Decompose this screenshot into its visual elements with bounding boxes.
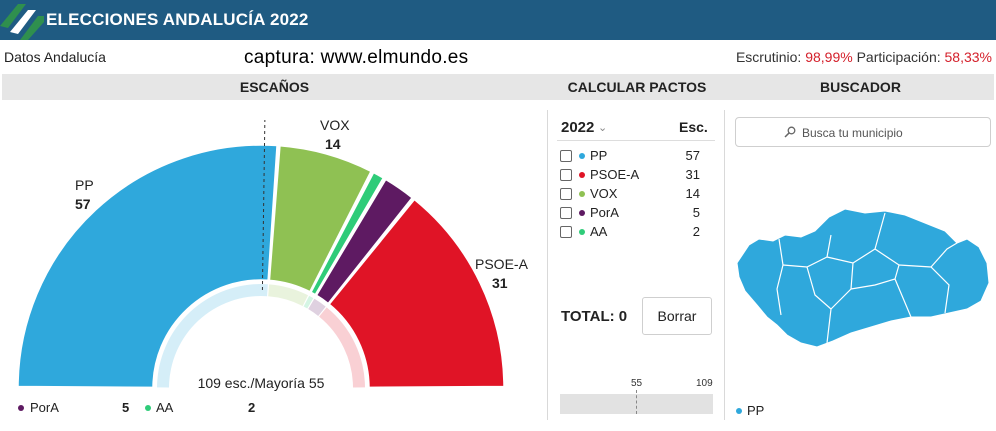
party-color-dot <box>579 210 585 216</box>
scale-majority-label: 55 <box>631 378 643 389</box>
majority-label: 109 esc./Mayoría 55 <box>197 375 325 391</box>
seat-ring-psoe-a <box>319 307 365 388</box>
column-divider <box>724 110 725 420</box>
pact-party-name: VOX <box>590 186 618 201</box>
andalucia-map[interactable] <box>735 205 991 355</box>
pact-checkbox[interactable] <box>560 188 572 200</box>
year-select[interactable]: 2022 <box>561 119 595 136</box>
seat-ring-pp <box>157 284 268 388</box>
pact-checkbox[interactable] <box>560 207 572 219</box>
search-icon <box>784 126 796 138</box>
pact-total: TOTAL: 0 <box>561 308 628 325</box>
pact-checkbox[interactable] <box>560 169 572 181</box>
municipality-search-input[interactable]: Busca tu municipio <box>735 117 991 147</box>
label-vox-seats: 14 <box>325 136 341 152</box>
clear-button[interactable]: Borrar <box>642 297 712 335</box>
party-color-dot <box>579 191 585 197</box>
majority-marker <box>636 390 637 414</box>
seats-hemicycle-chart <box>17 120 505 389</box>
pact-party-seats: 2 <box>692 224 700 239</box>
pact-party-seats: 57 <box>685 148 700 163</box>
pact-party-seats: 14 <box>685 186 700 201</box>
capture-watermark: captura: www.elmundo.es <box>244 47 469 68</box>
pact-row-aa[interactable]: AA 2 <box>560 223 710 241</box>
seat-slice-pora <box>315 178 414 305</box>
province-borders <box>776 212 958 344</box>
seat-slice-aa <box>310 171 385 296</box>
seat-slice-pp <box>17 144 278 389</box>
label-pp-seats: 57 <box>75 196 91 212</box>
seat-ring-aa <box>303 295 314 309</box>
chevron-down-icon[interactable]: ⌄ <box>598 122 608 134</box>
section-pacts-header: CALCULAR PACTOS <box>547 74 727 100</box>
scale-total-label: 109 <box>696 378 713 389</box>
andalucia-logo-icon <box>0 4 44 40</box>
pact-party-seats: 31 <box>685 167 700 182</box>
pact-party-name: PorA <box>590 205 619 220</box>
seat-ring-pora <box>308 298 326 316</box>
legend-aa-dot <box>145 405 151 411</box>
column-divider <box>547 110 548 420</box>
minor-parties-legend: PorA 5 AA 2 <box>18 400 278 416</box>
legend-pora-dot <box>18 405 24 411</box>
map-legend-label: PP <box>747 403 765 418</box>
pact-row-pp[interactable]: PP 57 <box>560 147 710 165</box>
seat-ring-vox <box>268 284 309 306</box>
section-search-header: BUSCADOR <box>727 74 994 100</box>
map-legend-dot <box>736 408 742 414</box>
seat-slice-vox <box>268 144 372 293</box>
legend-pora-seats: 5 <box>122 400 130 415</box>
pact-checkbox[interactable] <box>560 150 572 162</box>
participacion-label: Participación: <box>856 49 941 65</box>
top-bar: ELECCIONES ANDALUCÍA 2022 <box>0 0 996 40</box>
label-psoe-seats: 31 <box>492 275 508 291</box>
page-title: ELECCIONES ANDALUCÍA 2022 <box>46 10 309 29</box>
pact-row-pora[interactable]: PorA 5 <box>560 204 710 222</box>
search-placeholder: Busca tu municipio <box>802 126 903 140</box>
section-seats-header: ESCAÑOS <box>2 74 547 100</box>
pact-party-name: PP <box>590 148 608 163</box>
legend-aa-name: AA <box>156 400 174 415</box>
pact-row-psoe[interactable]: PSOE-A 31 <box>560 166 710 184</box>
pact-checkbox[interactable] <box>560 226 572 238</box>
seats-column-header: Esc. <box>679 119 708 135</box>
pact-row-vox[interactable]: VOX 14 <box>560 185 710 203</box>
escrutinio-label: Escrutinio: <box>735 49 802 65</box>
header-divider <box>557 140 715 141</box>
party-color-dot <box>579 229 585 235</box>
party-color-dot <box>579 153 585 159</box>
data-scope-label: Datos Andalucía <box>4 49 106 65</box>
pact-party-seats: 5 <box>692 205 700 220</box>
status-row: Datos Andalucía captura: www.elmundo.es … <box>0 44 996 70</box>
legend-aa-seats: 2 <box>248 400 256 415</box>
party-color-dot <box>579 172 585 178</box>
pact-party-name: AA <box>590 224 608 239</box>
pact-party-name: PSOE-A <box>590 167 640 182</box>
province-shapes[interactable] <box>736 208 990 348</box>
scrutiny-info: Escrutinio: 98,99% Participación: 58,33% <box>736 49 992 65</box>
seat-slice-psoe-a <box>328 198 505 389</box>
majority-line <box>261 120 266 291</box>
label-vox-name: VOX <box>320 117 350 133</box>
label-pp-name: PP <box>75 177 94 193</box>
participacion-value: 58,33% <box>944 49 992 65</box>
legend-pora-name: PorA <box>30 400 59 415</box>
escrutinio-value: 98,99% <box>805 49 853 65</box>
label-psoe-name: PSOE-A <box>475 256 528 272</box>
